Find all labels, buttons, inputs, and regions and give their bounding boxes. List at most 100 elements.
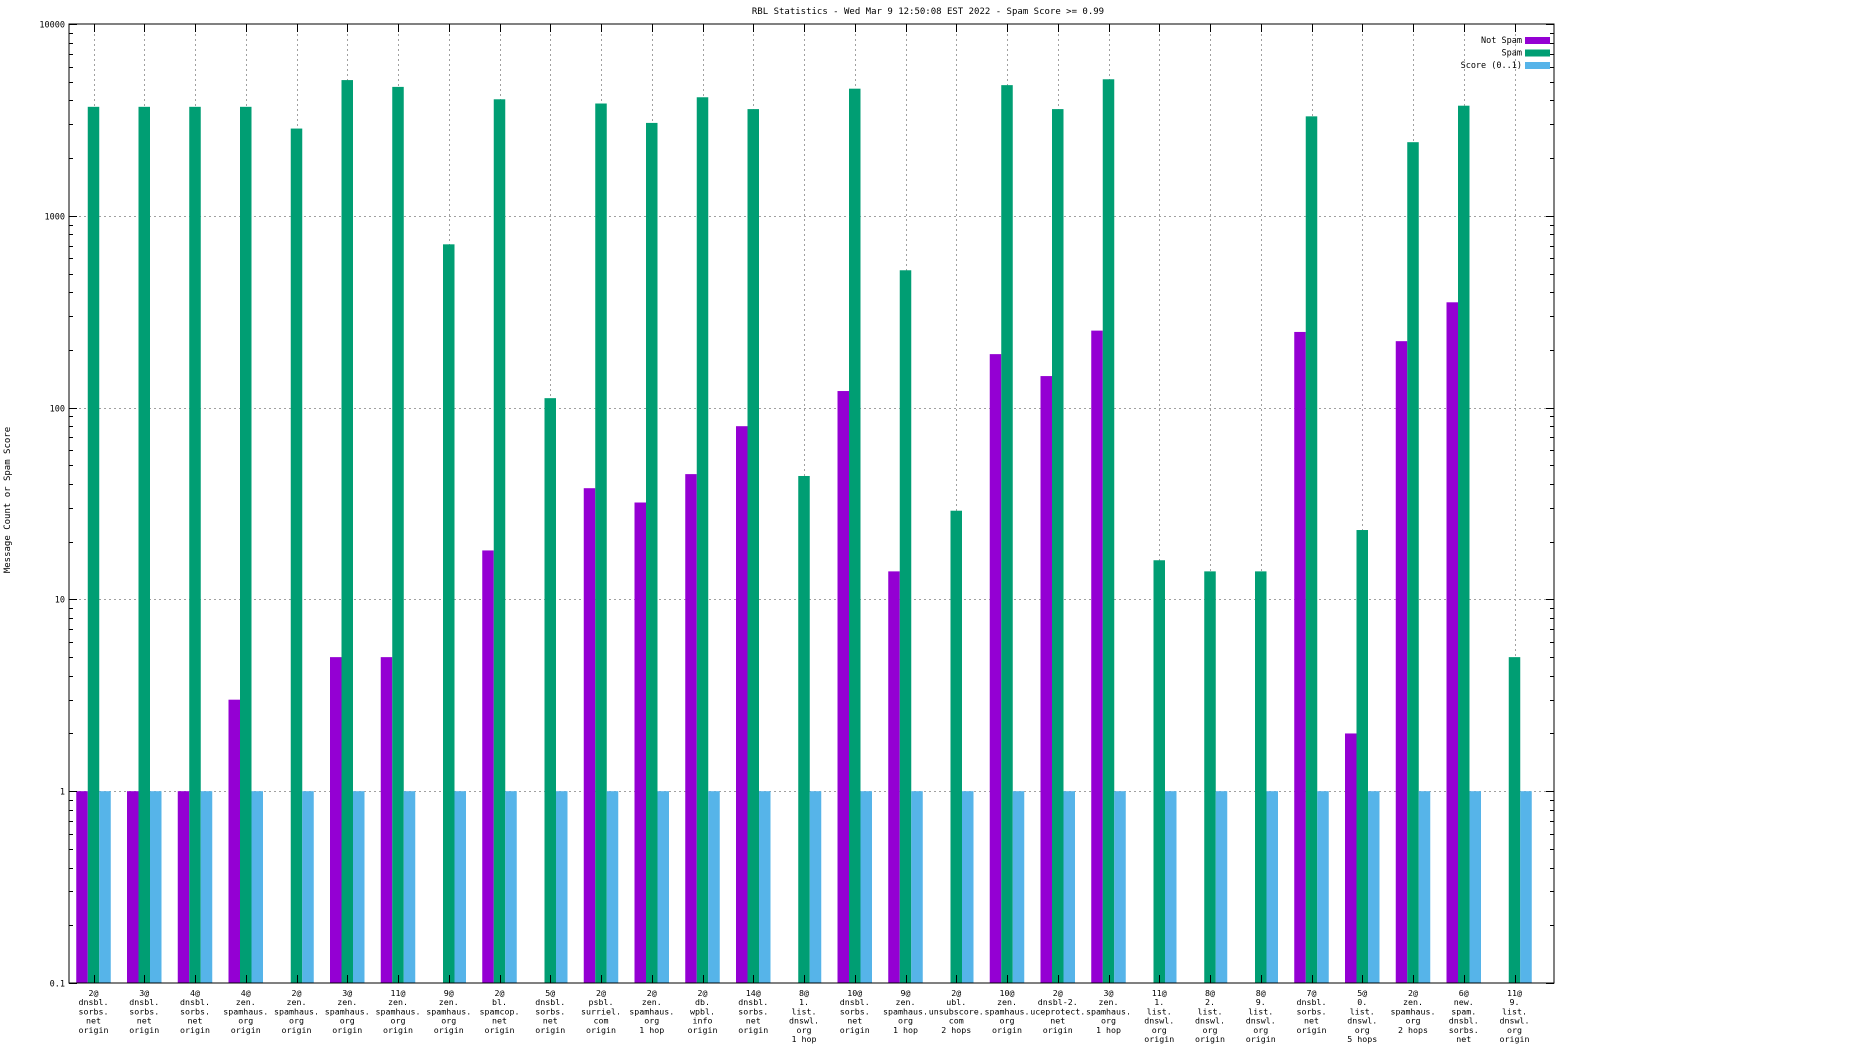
x-tick-label-line: origin (1297, 1025, 1327, 1035)
x-tick-label-line: com (949, 1016, 964, 1026)
x-tick-label-line: dnsbl. (738, 997, 768, 1007)
bar-not-spam (888, 571, 900, 983)
legend-swatch (1525, 37, 1550, 44)
x-tick-label: 8@ 2. list. dnswl. org origin (1195, 988, 1225, 1044)
x-tick-label-line: org (1203, 1025, 1218, 1035)
bar-spam (696, 97, 709, 984)
x-tick-label-line: net (492, 1016, 507, 1026)
x-tick-label: 2@ dnsbl-2. uceprotect. net origin (1030, 988, 1085, 1035)
bar-score-0-1 (403, 791, 416, 983)
bar-score-0-1 (150, 791, 162, 983)
x-tick-label-line: wpbl. (690, 1006, 715, 1016)
x-tick-label: 7@ dnsbl. sorbs. net origin (1297, 988, 1327, 1035)
x-tick-label-line: origin (282, 1025, 312, 1035)
x-tick-label-line: 2@ (1408, 988, 1418, 998)
y-tick-label: 10000 (39, 21, 65, 31)
y-axis-label: Message Count or Spam Score (3, 427, 13, 573)
x-tick-label-line: ubl. (946, 997, 966, 1007)
x-tick-label: 5@ 0. list. dnswl. org 5 hops (1347, 988, 1377, 1044)
x-tick-label-line: 8@ (1205, 988, 1215, 998)
y-tick-label: 10 (55, 596, 65, 606)
legend: Not Spam Spam Score (0..1) (1461, 36, 1550, 71)
x-tick-label-line: zen. (439, 997, 459, 1007)
bar-spam (798, 475, 810, 983)
x-tick-label-line: list. (1350, 1006, 1375, 1016)
bar-score-0-1 (454, 791, 466, 983)
x-tick-label-line: org (391, 1016, 406, 1026)
bar-score-0-1 (657, 791, 669, 983)
y-tick-label: 0.1 (50, 980, 65, 990)
x-tick-label-line: spamhaus. (883, 1006, 928, 1016)
x-tick-label-line: 6@ (1459, 988, 1469, 998)
x-tick-label: 8@ 1. list. dnswl. org 1 hop (789, 988, 819, 1044)
x-tick-label-line: 3@ (342, 988, 352, 998)
x-tick-label-line: 3@ (139, 988, 149, 998)
bar-score-0-1 (1317, 791, 1329, 983)
x-tick-label-line: zen. (642, 997, 662, 1007)
bar-spam (1255, 571, 1267, 983)
x-tick-label-line: org (1253, 1025, 1268, 1035)
bar-spam (392, 86, 404, 984)
bar-score-0-1 (1418, 791, 1431, 983)
x-tick-label: 2@ psbl. surriel. com origin (581, 988, 621, 1035)
bar-spam (950, 510, 962, 983)
bar-not-spam (685, 474, 697, 983)
x-tick-label-line: 2 hops (1398, 1025, 1428, 1035)
bar-not-spam (1446, 302, 1458, 984)
x-tick-label-line: dnswl. (1347, 1016, 1377, 1026)
bar-spam (240, 106, 252, 983)
bar-score-0-1 (1165, 791, 1177, 983)
x-tick-label-line: 2@ (951, 988, 961, 998)
legend-swatch (1525, 49, 1550, 57)
x-tick-label-line: 0. (1357, 997, 1367, 1007)
x-tick-label-line: 11@ (391, 988, 406, 998)
x-tick-label: 11@ zen. spamhaus. org origin (376, 988, 421, 1035)
bar-not-spam (634, 502, 646, 983)
x-tick-label: 5@ dnsbl. sorbs. net origin (535, 988, 565, 1035)
bar-spam (849, 88, 861, 983)
x-tick-label: 9@ zen. spamhaus. org 1 hop (883, 988, 928, 1035)
x-tick-label-line: 9@ (444, 988, 454, 998)
x-tick-label-line: 1. (799, 997, 809, 1007)
legend-label: Spam (1502, 49, 1522, 59)
x-tick-label-line: dnswl. (1246, 1016, 1276, 1026)
x-tick-label-line: 3@ (1104, 988, 1114, 998)
x-tick-label-line: 10@ (847, 988, 862, 998)
x-tick-label-line: origin (688, 1025, 718, 1035)
bar-not-spam (1395, 341, 1408, 983)
x-tick-label-line: 1. (1154, 997, 1164, 1007)
x-tick-label-line: origin (332, 1025, 362, 1035)
x-tick-label-line: sorbs. (1297, 1006, 1327, 1016)
bar-not-spam (736, 426, 748, 983)
x-tick-label-line: spamhaus. (274, 1006, 319, 1016)
x-tick-label-line: dnswl. (1144, 1016, 1174, 1026)
x-tick-label: 14@ dnsbl. sorbs. net origin (738, 988, 768, 1035)
x-tick-label-line: origin (180, 1025, 210, 1035)
x-tick-label-line: origin (129, 1025, 159, 1035)
bar-not-spam (583, 488, 596, 983)
bar-spam (1153, 560, 1165, 983)
x-tick-label-line: 2@ (495, 988, 505, 998)
x-tick-label-line: 1 hop (1096, 1025, 1121, 1035)
x-tick-label: 4@ dnsbl. sorbs. net origin (180, 988, 210, 1035)
x-tick-label-line: origin (383, 1025, 413, 1035)
x-tick-label-line: spamhaus. (629, 1006, 674, 1016)
x-tick-label-line: 5 hops (1347, 1034, 1377, 1044)
bar-score-0-1 (302, 791, 314, 983)
x-tick-label-line: origin (586, 1025, 616, 1035)
bar-score-0-1 (860, 791, 872, 983)
x-tick-label-line: org (898, 1016, 913, 1026)
x-tick-label-line: 1 hop (893, 1025, 918, 1035)
x-tick-label-line: spam. (1451, 1006, 1476, 1016)
y-tick-label: 1 (60, 788, 65, 798)
x-tick-label-line: dnsbl. (1449, 1016, 1479, 1026)
x-tick-label-line: 9. (1510, 997, 1520, 1007)
x-tick-label-line: 4@ (241, 988, 251, 998)
bar-not-spam (76, 791, 88, 983)
x-tick-label-line: sorbs. (1449, 1025, 1479, 1035)
x-tick-label-line: dnsbl. (1297, 997, 1327, 1007)
x-tick-label-line: dnswl. (1500, 1016, 1530, 1026)
x-tick-label-line: 8@ (799, 988, 809, 998)
bar-score-0-1 (1368, 791, 1380, 983)
